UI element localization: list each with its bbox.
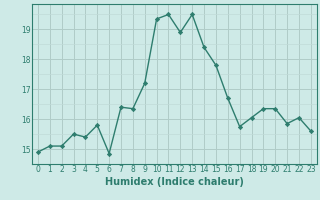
X-axis label: Humidex (Indice chaleur): Humidex (Indice chaleur) [105, 177, 244, 187]
